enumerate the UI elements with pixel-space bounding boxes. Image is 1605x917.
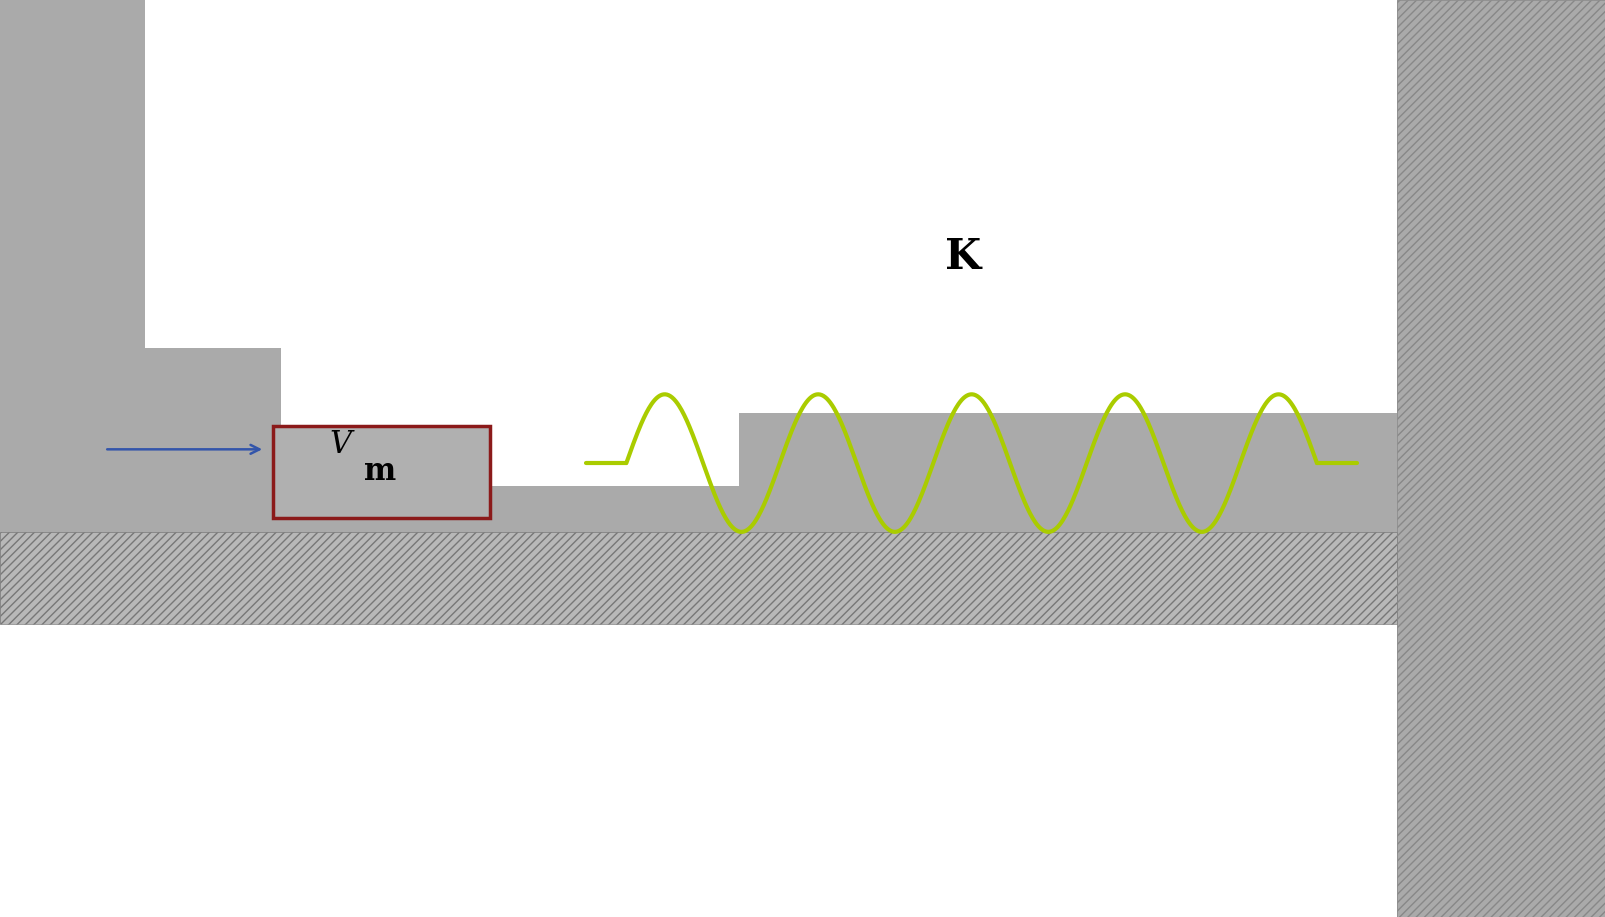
Text: m: m xyxy=(364,456,396,487)
Bar xyxy=(1396,0,1605,917)
Bar xyxy=(0,486,1396,532)
Bar xyxy=(0,532,1396,624)
Bar xyxy=(0,348,281,532)
Bar xyxy=(0,0,144,348)
Bar xyxy=(1396,0,1605,917)
Text: K: K xyxy=(945,236,981,278)
Bar xyxy=(1220,413,1396,532)
Text: V: V xyxy=(329,429,351,460)
Bar xyxy=(273,426,490,518)
Bar xyxy=(0,532,1396,624)
Bar xyxy=(738,413,1348,532)
